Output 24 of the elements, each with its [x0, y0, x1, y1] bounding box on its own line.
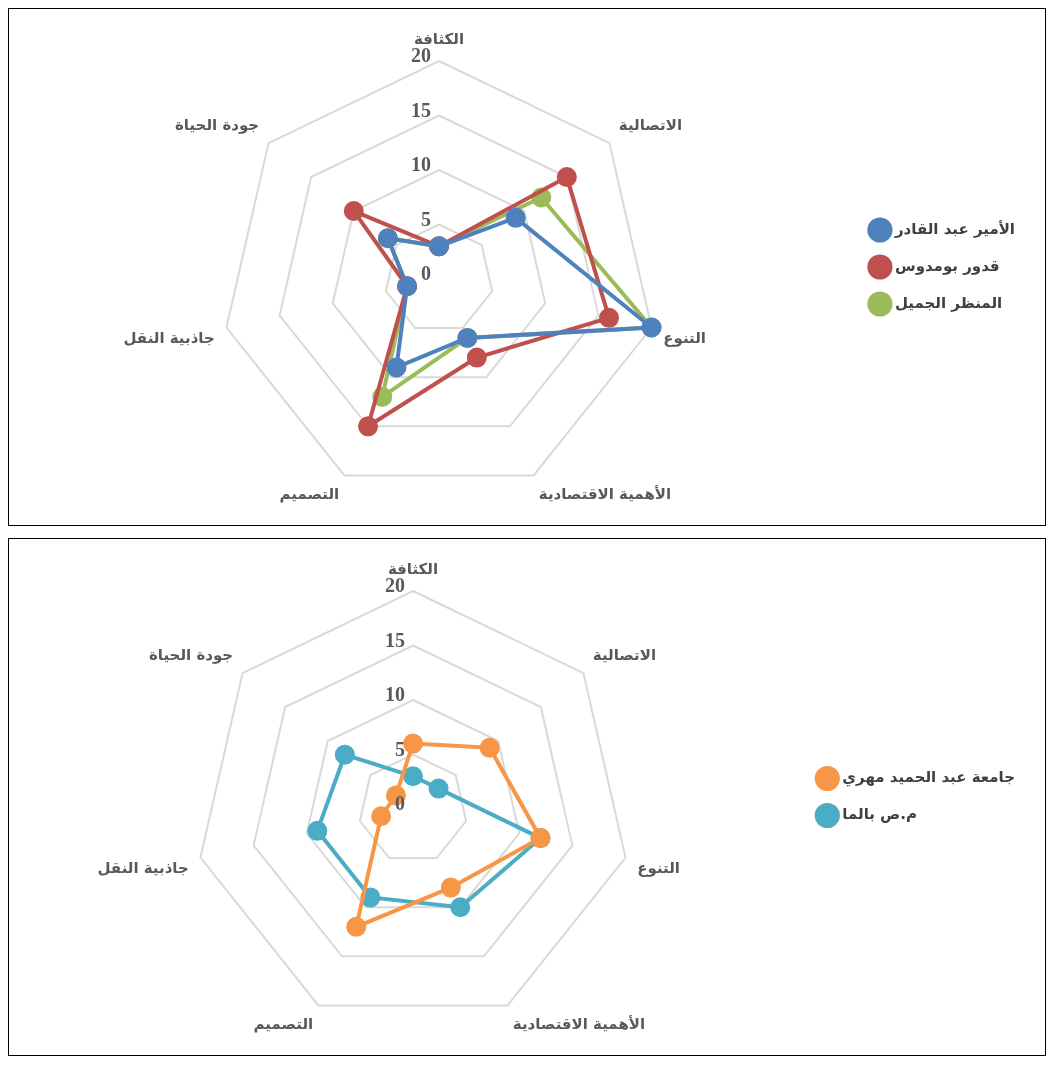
y-tick-label: 5: [421, 207, 431, 230]
legend-label: الأمير عبد القادر: [893, 219, 1016, 238]
spoke-label: الاتصالية: [618, 116, 683, 135]
legend-label: المنظر الجميل: [894, 293, 1003, 312]
legend-label: قدور بومدوس: [894, 256, 1000, 275]
spoke-label: الأهمية الاقتصادية: [538, 485, 672, 504]
spoke-label: جاذبية النقل: [123, 329, 215, 348]
spoke-label: التصميم: [279, 485, 340, 504]
spoke-label: جودة الحياة: [174, 116, 260, 135]
spoke-label: الاتصالية: [592, 646, 657, 665]
y-tick-label: 0: [421, 262, 431, 285]
spoke-label: التنوع: [637, 859, 680, 878]
spoke-label: جاذبية النقل: [97, 859, 189, 878]
y-tick-label: 15: [385, 628, 405, 651]
spoke-label: التنوع: [663, 329, 706, 348]
spoke-label: جودة الحياة: [148, 646, 234, 665]
legend-label: م.ص بالما: [842, 805, 917, 824]
y-tick-label: 10: [385, 683, 405, 706]
spoke-label: الأهمية الاقتصادية: [512, 1015, 646, 1034]
y-tick-label: 5: [395, 737, 405, 760]
y-tick-label: 15: [411, 98, 431, 121]
spoke-label: التصميم: [253, 1015, 314, 1034]
legend-label: جامعة عبد الحميد مهري: [842, 768, 1016, 788]
y-tick-label: 10: [411, 153, 431, 176]
